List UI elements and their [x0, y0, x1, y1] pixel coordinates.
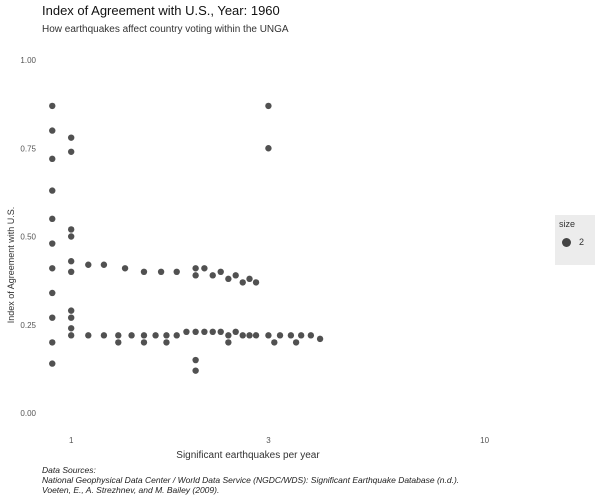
data-point	[49, 155, 56, 163]
data-point	[49, 215, 56, 223]
data-point	[163, 339, 170, 346]
data-point	[67, 258, 75, 265]
data-point	[140, 268, 148, 275]
data-point	[307, 332, 315, 339]
data-point	[239, 332, 246, 339]
data-point	[265, 145, 272, 152]
chart-subtitle: How earthquakes affect country voting wi…	[42, 24, 289, 35]
data-point	[217, 328, 224, 336]
data-point	[232, 328, 239, 336]
data-point	[316, 335, 324, 343]
data-point	[100, 332, 108, 339]
data-point	[49, 314, 56, 321]
data-point	[115, 339, 122, 346]
caption-line: Voeten, E., A. Strezhnev, and M. Bailey …	[42, 485, 220, 495]
x-axis-ticks: 1 3 10	[69, 436, 490, 445]
data-point	[67, 325, 75, 332]
data-point	[192, 272, 199, 279]
data-point	[67, 268, 75, 275]
data-points	[49, 102, 324, 374]
data-point	[49, 102, 56, 110]
data-point	[67, 307, 75, 314]
data-point	[209, 328, 216, 336]
x-tick-label: 10	[480, 436, 489, 445]
data-point	[225, 339, 232, 346]
legend-title: size	[559, 219, 576, 229]
data-point	[271, 339, 278, 346]
data-point	[67, 148, 75, 155]
data-point	[49, 339, 56, 346]
y-tick-label: 0.25	[20, 321, 36, 330]
y-tick-label: 0.00	[20, 409, 36, 418]
y-tick-label: 0.75	[20, 144, 36, 153]
data-point	[173, 268, 180, 275]
data-point	[201, 265, 208, 272]
data-point	[252, 332, 260, 339]
data-point	[192, 356, 199, 364]
data-point	[49, 265, 56, 272]
x-tick-label: 1	[69, 436, 74, 445]
y-tick-label: 0.50	[20, 233, 36, 242]
data-point	[85, 332, 92, 339]
data-point	[67, 314, 75, 321]
caption-line: National Geophysical Data Center / World…	[42, 475, 460, 485]
data-point	[121, 265, 129, 272]
data-point	[49, 240, 56, 247]
data-point	[157, 268, 165, 275]
data-point	[209, 272, 216, 279]
y-tick-label: 1.00	[20, 56, 36, 65]
data-point	[152, 332, 159, 339]
data-point	[67, 226, 75, 233]
data-point	[287, 332, 295, 339]
data-point	[297, 332, 305, 339]
y-axis-ticks: 0.00 0.25 0.50 0.75 1.00	[20, 56, 36, 418]
data-point	[276, 332, 284, 339]
data-point	[239, 279, 246, 286]
y-axis-label: Index of Agreement with U.S.	[6, 207, 16, 324]
data-point	[265, 332, 272, 339]
data-point	[192, 328, 199, 336]
x-axis-label: Significant earthquakes per year	[176, 450, 320, 461]
data-point	[115, 332, 122, 339]
data-point	[100, 261, 108, 268]
data-point	[246, 332, 253, 339]
data-point	[192, 265, 199, 272]
data-point	[173, 332, 180, 339]
data-point	[49, 360, 56, 367]
data-point	[163, 332, 170, 339]
data-point	[49, 289, 56, 297]
data-point	[225, 332, 232, 339]
data-point	[67, 134, 75, 141]
data-point	[67, 332, 75, 339]
data-point	[192, 367, 199, 374]
data-point	[85, 261, 92, 268]
legend: size 2	[555, 215, 595, 265]
data-point	[217, 268, 224, 275]
legend-point-icon	[562, 238, 571, 247]
data-point	[140, 332, 148, 339]
data-point	[67, 233, 75, 240]
caption-line: Data Sources:	[42, 465, 96, 475]
data-point	[225, 275, 232, 283]
data-point	[183, 328, 190, 336]
data-point	[140, 339, 148, 346]
chart-title: Index of Agreement with U.S., Year: 1960	[42, 3, 280, 18]
data-point	[201, 328, 208, 336]
x-tick-label: 3	[266, 436, 271, 445]
legend-entry-label: 2	[579, 237, 585, 247]
data-sources-caption: Data Sources: National Geophysical Data …	[42, 465, 459, 495]
data-point	[49, 187, 56, 194]
data-point	[49, 127, 56, 134]
data-point	[128, 332, 135, 339]
data-point	[246, 275, 253, 283]
data-point	[232, 272, 239, 279]
data-point	[252, 279, 260, 286]
data-point	[292, 339, 300, 346]
data-point	[265, 102, 272, 110]
